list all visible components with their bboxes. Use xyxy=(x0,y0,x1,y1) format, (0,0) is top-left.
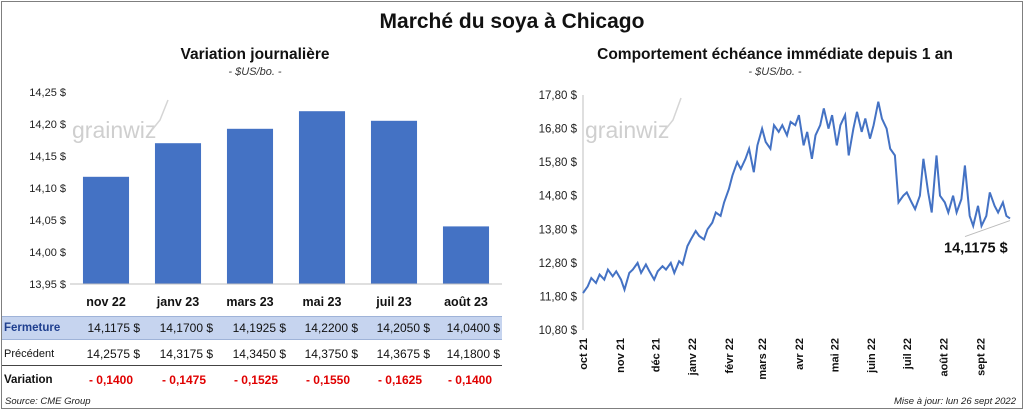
y-tick-label: 15,80 $ xyxy=(539,157,578,169)
x-tick-label: juil 22 xyxy=(902,338,914,370)
table-cell: 14,1800 $ xyxy=(446,347,500,361)
x-tick-label: nov 21 xyxy=(615,338,627,373)
table-row-fermeture: Fermeture 14,1175 $ 14,1700 $ 14,1925 $ … xyxy=(2,316,502,340)
table-cell: 14,1700 $ xyxy=(159,321,213,335)
price-line xyxy=(582,101,1011,294)
y-tick-label: 14,25 $ xyxy=(29,87,66,99)
table-cell: 14,1175 $ xyxy=(87,321,141,335)
y-tick-label: 13,80 $ xyxy=(539,224,578,236)
table-cell: 14,3750 $ xyxy=(304,347,358,361)
bar xyxy=(226,128,274,284)
x-tick-label: nov 22 xyxy=(86,295,126,309)
x-tick-label: juil 23 xyxy=(375,295,411,309)
bar xyxy=(154,143,202,284)
table-cell: 14,2050 $ xyxy=(376,321,430,335)
y-tick-label: 14,05 $ xyxy=(29,215,66,227)
page-title: Marché du soya à Chicago xyxy=(379,10,645,33)
x-tick-label: juin 22 xyxy=(866,338,878,374)
watermark-text: grainwiz xyxy=(72,117,156,143)
x-tick-label: févr 22 xyxy=(724,338,736,373)
left-chart-title: Variation journalière xyxy=(180,46,330,63)
table-cell: 14,0400 $ xyxy=(446,321,500,335)
x-tick-label: déc 21 xyxy=(650,338,662,372)
table-cell: - 0,1475 xyxy=(161,373,207,387)
grainwiz-watermark: grainwiz xyxy=(72,99,169,143)
y-tick-label: 14,15 $ xyxy=(29,151,66,163)
table-row-precedent: Précédent 14,2575 $ 14,3175 $ 14,3450 $ … xyxy=(2,343,502,366)
table-cell: - 0,1525 xyxy=(233,373,279,387)
x-tick-label: mai 23 xyxy=(303,295,342,309)
bar xyxy=(442,226,490,284)
table-cell: 14,1925 $ xyxy=(232,321,286,335)
x-tick-label: janv 23 xyxy=(156,295,199,309)
table-cell: 14,2200 $ xyxy=(304,321,358,335)
x-tick-label: avr 22 xyxy=(794,338,806,370)
x-tick-label: août 22 xyxy=(939,338,951,377)
y-tick-label: 13,95 $ xyxy=(29,279,66,291)
y-tick-label: 10,80 $ xyxy=(539,325,578,337)
bar xyxy=(370,120,418,284)
y-tick-label: 14,20 $ xyxy=(29,119,66,131)
update-note: Mise à jour: lun 26 sept 2022 xyxy=(894,396,1016,407)
y-tick-label: 12,80 $ xyxy=(539,258,578,270)
y-tick-label: 17,80 $ xyxy=(539,90,578,102)
annotation-leader-line xyxy=(964,220,1011,238)
table-cell: - 0,1550 xyxy=(305,373,351,387)
table-cell: 14,3675 $ xyxy=(376,347,430,361)
grainwiz-watermark: grainwiz xyxy=(585,97,682,143)
table-cell: - 0,1625 xyxy=(377,373,423,387)
right-chart-title: Comportement échéance immédiate depuis 1… xyxy=(597,46,953,63)
watermark-text: grainwiz xyxy=(585,117,669,143)
daily-variation-bar-chart: grainwiz 13,95 $ 14,00 $ 14,05 $ 14,10 $ 14,… xyxy=(29,87,502,309)
table-cell: 14,3175 $ xyxy=(159,347,213,361)
bar xyxy=(298,111,346,284)
row-label: Variation xyxy=(4,374,53,386)
table-cell: 14,3450 $ xyxy=(232,347,286,361)
y-tick-label: 14,00 $ xyxy=(29,247,66,259)
x-tick-label: mai 22 xyxy=(829,338,841,372)
x-tick-label: janv 22 xyxy=(687,338,699,376)
row-label: Fermeture xyxy=(4,322,61,334)
bar xyxy=(82,176,130,284)
row-label: Précédent xyxy=(4,348,55,360)
table-cell: - 0,1400 xyxy=(447,373,493,387)
last-price-annotation: 14,1175 $ xyxy=(944,241,1008,257)
source-note: Source: CME Group xyxy=(5,396,91,407)
x-tick-label: mars 22 xyxy=(757,338,769,380)
left-chart-unit: - $US/bo. - xyxy=(228,66,282,78)
y-tick-label: 16,80 $ xyxy=(539,124,578,136)
x-tick-label: août 23 xyxy=(444,295,488,309)
x-tick-label: oct 21 xyxy=(578,338,590,370)
y-tick-label: 14,80 $ xyxy=(539,191,578,203)
table-row-variation: Variation - 0,1400 - 0,1475 - 0,1525 - 0… xyxy=(2,369,502,391)
y-tick-label: 14,10 $ xyxy=(29,183,66,195)
table-cell: 14,2575 $ xyxy=(86,347,140,361)
y-tick-label: 11,80 $ xyxy=(539,291,577,303)
table-cell: - 0,1400 xyxy=(88,373,134,387)
x-tick-label: sept 22 xyxy=(975,338,987,376)
right-chart-unit: - $US/bo. - xyxy=(748,66,802,78)
x-tick-label: mars 23 xyxy=(226,295,273,309)
front-month-line-chart: grainwiz 10,80 $ 11,80 $ 12,80 $ 13,80 $ 14,… xyxy=(539,90,1011,380)
